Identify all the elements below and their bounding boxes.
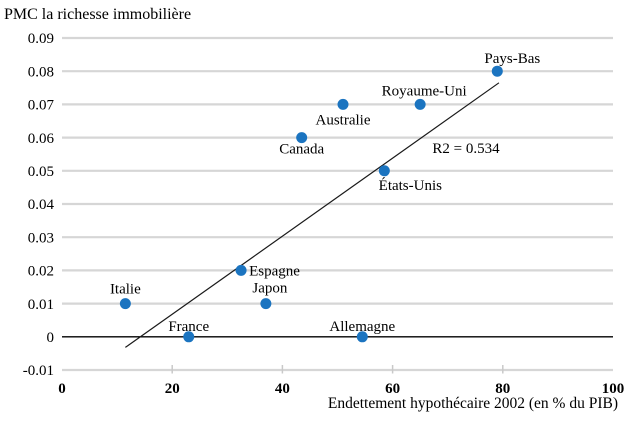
y-tick-label-0.09: 0.09	[28, 31, 54, 47]
x-axis-title: Endettement hypothécaire 2002 (en % du P…	[327, 395, 618, 412]
data-point-espagne	[235, 264, 247, 276]
point-label-italie: Italie	[110, 282, 141, 298]
data-point-france	[183, 331, 195, 343]
y-tick-label-0.01: 0.01	[28, 297, 54, 313]
point-label-australie: Australie	[316, 112, 371, 128]
point-label-allemagne: Allemagne	[329, 319, 395, 335]
data-point-australie	[337, 98, 349, 110]
data-point-pays-bas	[491, 65, 503, 77]
point-label-espagne: Espagne	[249, 263, 300, 279]
point-label-pays-bas: Pays-Bas	[484, 51, 540, 67]
point-label-royaume-uni: Royaume-Uni	[382, 83, 467, 99]
y-tick-label-0: 0	[47, 330, 55, 346]
y-tick-label--0.01: -0.01	[23, 363, 54, 379]
y-tick-label-0.08: 0.08	[28, 64, 54, 80]
x-tick-label-80: 80	[495, 381, 510, 397]
r-squared-annotation: R2 = 0.534	[432, 141, 500, 157]
y-tick-label-0.05: 0.05	[28, 164, 54, 180]
point-label-canada: Canada	[279, 142, 324, 158]
y-tick-label-0.03: 0.03	[28, 230, 54, 246]
x-tick-label-20: 20	[165, 381, 180, 397]
data-point-etats-unis	[378, 165, 390, 177]
data-point-italie	[119, 298, 131, 310]
data-point-canada	[296, 132, 308, 144]
y-tick-label-0.02: 0.02	[28, 264, 54, 280]
y-tick-label-0.07: 0.07	[28, 98, 55, 114]
point-label-france: France	[168, 319, 209, 335]
x-tick-label-60: 60	[385, 381, 400, 397]
data-point-japon	[260, 298, 272, 310]
point-label-japon: Japon	[252, 281, 287, 297]
point-label-etats-unis: États-Unis	[379, 177, 442, 194]
y-tick-label-0.06: 0.06	[28, 131, 55, 147]
data-point-royaume-uni	[414, 98, 426, 110]
x-tick-label-40: 40	[275, 381, 290, 397]
y-tick-label-0.04: 0.04	[28, 197, 55, 213]
chart-title: PMC la richesse immobilière	[4, 6, 192, 23]
trend-line	[125, 82, 500, 348]
x-tick-label-0: 0	[58, 381, 66, 397]
x-tick-label-100: 100	[602, 381, 625, 397]
data-point-allemagne	[356, 331, 368, 343]
